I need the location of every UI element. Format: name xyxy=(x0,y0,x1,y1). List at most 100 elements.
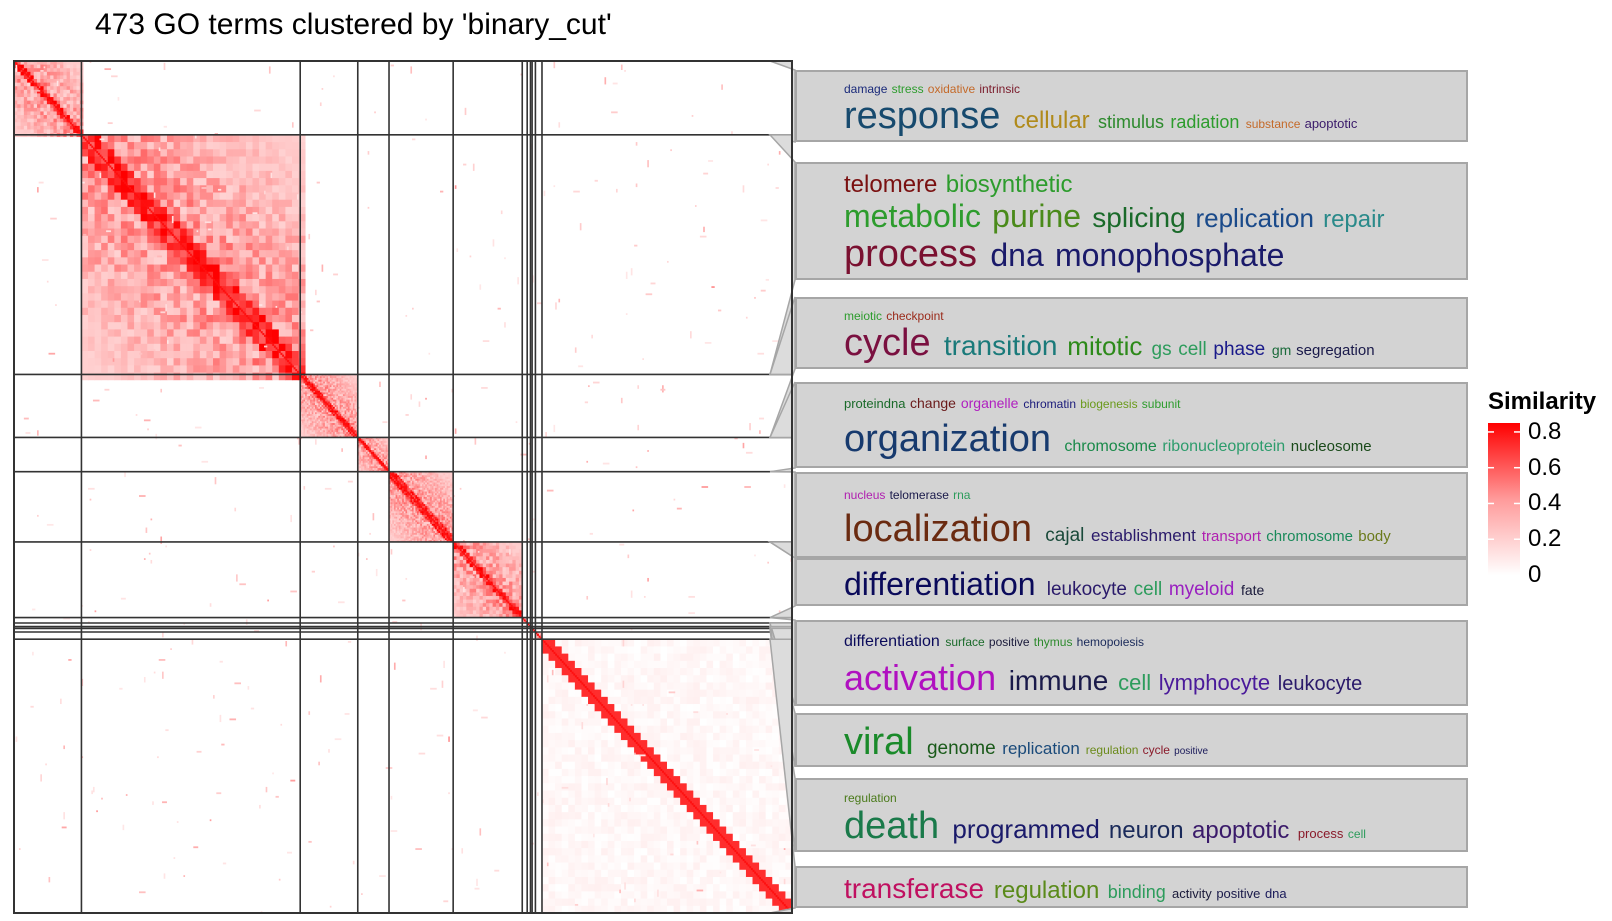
heatmap-cell xyxy=(333,421,336,424)
heatmap-cell xyxy=(400,502,403,505)
heatmap-cell xyxy=(338,421,341,424)
heatmap-cell xyxy=(463,559,467,564)
heatmap-cell xyxy=(393,538,396,541)
heatmap-cell xyxy=(443,523,446,527)
heatmap-cell xyxy=(153,322,161,330)
heatmap-cell xyxy=(315,414,318,417)
heatmap-cell xyxy=(323,390,326,393)
heatmap-cell xyxy=(199,358,207,366)
heatmap-cell xyxy=(421,513,424,516)
heatmap-cell xyxy=(199,257,207,265)
heatmap-cell xyxy=(431,489,434,492)
heatmap-cell xyxy=(239,322,247,330)
heatmap-cell xyxy=(415,480,418,483)
heatmap-cell xyxy=(390,513,393,516)
heatmap-cell xyxy=(375,453,378,456)
heatmap-cell xyxy=(374,457,377,460)
heatmap-cell xyxy=(56,104,61,109)
heatmap-cell xyxy=(420,520,423,523)
heatmap-cell xyxy=(315,432,318,435)
heatmap-cell xyxy=(326,421,329,424)
heatmap-cell xyxy=(73,111,77,116)
heatmap-cell xyxy=(219,214,227,222)
heatmap-cell xyxy=(390,486,393,489)
heatmap-cell xyxy=(134,163,142,172)
heatmap-cell xyxy=(423,491,426,494)
heatmap-cell xyxy=(369,460,372,464)
heatmap-cell xyxy=(446,491,449,494)
heatmap-cell xyxy=(114,372,122,381)
heatmap-cell xyxy=(466,603,471,608)
heatmap-cell xyxy=(341,433,344,437)
heatmap-cell xyxy=(298,322,306,330)
heatmap-cell xyxy=(395,525,398,528)
heatmap-cell xyxy=(403,538,406,541)
heatmap-cell xyxy=(449,514,452,518)
heatmap-cell xyxy=(435,523,438,527)
heatmap-cell xyxy=(40,118,45,123)
heatmap-cell xyxy=(430,529,433,532)
heatmap-cell xyxy=(213,286,220,294)
heatmap-cell xyxy=(443,471,446,474)
heatmap-cell xyxy=(316,433,319,437)
heatmap-cell xyxy=(232,278,240,287)
heatmap-cell xyxy=(306,376,309,379)
heatmap-cell xyxy=(239,278,247,287)
heatmap-cell xyxy=(315,374,318,377)
heatmap-cell xyxy=(278,257,286,265)
heatmap-cell xyxy=(278,185,286,193)
heatmap-cell xyxy=(440,505,443,509)
heatmap-cell xyxy=(303,379,306,383)
heatmap-cell xyxy=(430,518,433,521)
heatmap-cell xyxy=(436,531,439,534)
heatmap-cell xyxy=(326,378,329,381)
heatmap-cell xyxy=(425,527,428,530)
heatmap-cell xyxy=(259,228,267,237)
heatmap-cell xyxy=(425,538,428,541)
heatmap-cell xyxy=(316,396,319,399)
heatmap-cell xyxy=(441,477,444,480)
heatmap-cell xyxy=(374,437,377,440)
heatmap-cell xyxy=(73,97,77,102)
heatmap-cell xyxy=(193,271,201,280)
heatmap-cell xyxy=(272,221,280,229)
heatmap-cell xyxy=(120,300,128,309)
heatmap-cell xyxy=(435,531,438,534)
heatmap-cell xyxy=(407,489,410,492)
heatmap-cell xyxy=(395,475,398,478)
heatmap-cell xyxy=(449,531,452,534)
heatmap-cell xyxy=(316,394,319,397)
heatmap-cell xyxy=(397,525,400,528)
heatmap-cell xyxy=(120,293,128,301)
heatmap-cell xyxy=(334,381,337,384)
heatmap-cell xyxy=(446,518,449,521)
heatmap-cell xyxy=(160,365,168,374)
heatmap-cell xyxy=(395,484,398,487)
heatmap-cell xyxy=(160,286,168,294)
heatmap-cell xyxy=(120,192,128,201)
heatmap-cell xyxy=(407,477,410,480)
heatmap-cell xyxy=(446,516,449,519)
heatmap-cell xyxy=(431,482,434,485)
heatmap-cell xyxy=(94,178,102,186)
heatmap-cell xyxy=(306,419,309,422)
heatmap-cell xyxy=(398,502,401,505)
heatmap-cell xyxy=(443,538,446,541)
heatmap-cell xyxy=(73,86,77,91)
heatmap-cell xyxy=(114,358,122,366)
heatmap-cell xyxy=(180,163,188,172)
heatmap-cell xyxy=(313,397,316,401)
heatmap-cell xyxy=(446,504,449,507)
heatmap-cell xyxy=(389,496,392,500)
heatmap-cell xyxy=(463,541,467,546)
heatmap-cell xyxy=(336,374,339,377)
heatmap-cell xyxy=(405,482,408,485)
heatmap-cell xyxy=(298,156,306,165)
heatmap-cell xyxy=(444,493,447,496)
heatmap-cell xyxy=(412,491,415,494)
heatmap-cell xyxy=(331,424,334,428)
heatmap-cell xyxy=(319,415,322,419)
heatmap-cell xyxy=(344,390,347,393)
heatmap-cell xyxy=(331,385,334,388)
heatmap-cell xyxy=(476,581,480,586)
